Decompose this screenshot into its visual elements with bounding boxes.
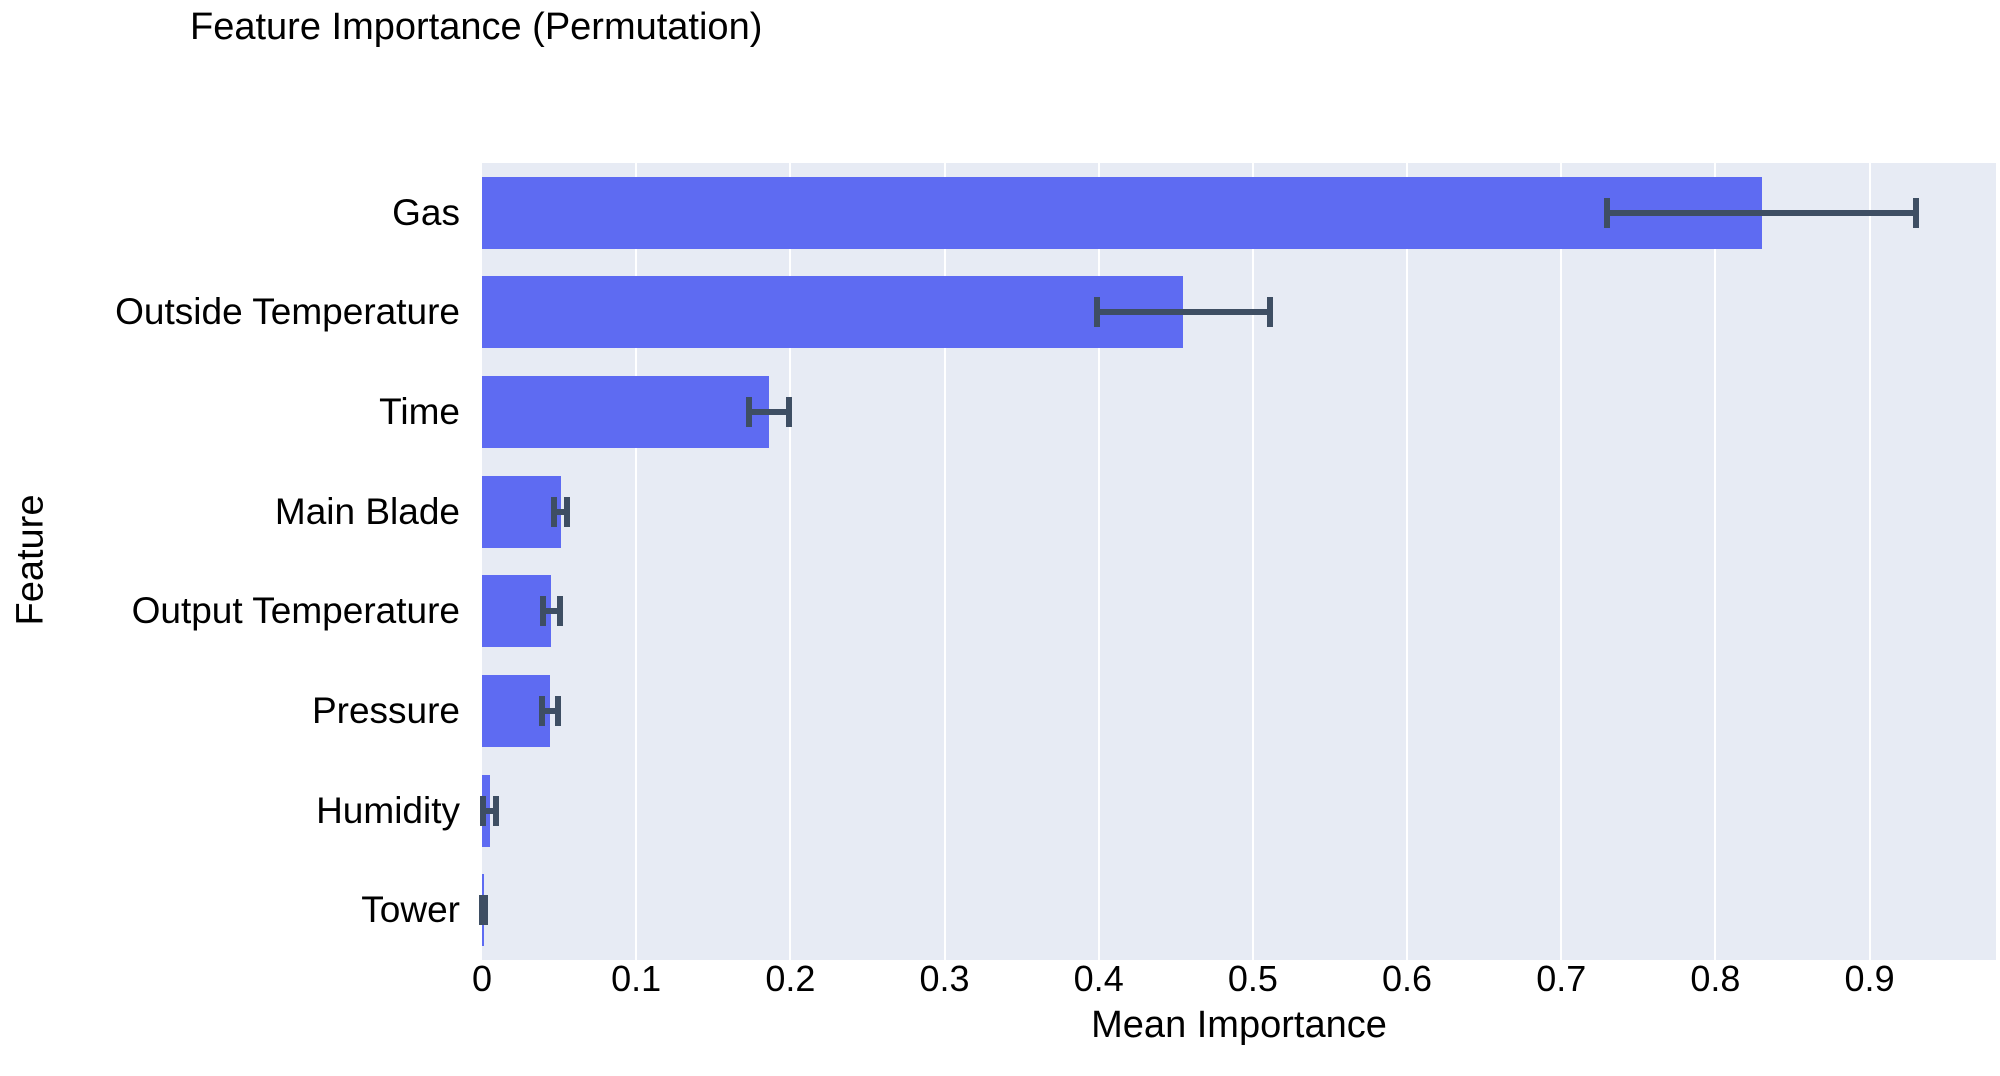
x-tick-label: 0.1 (611, 958, 662, 999)
bar (482, 276, 1184, 349)
error-bar-cap (1094, 297, 1101, 328)
y-axis-label: Feature (9, 494, 52, 626)
gridline (1251, 163, 1254, 960)
y-tick-label: Output Temperature (131, 590, 460, 632)
error-bar-cap (785, 397, 792, 428)
x-axis-label: Mean Importance (1091, 1004, 1387, 1046)
error-bar-cap (1604, 197, 1611, 228)
error-bar-cap (482, 895, 489, 926)
bar (482, 475, 561, 548)
error-bar (541, 707, 558, 714)
error-bar-cap (1912, 197, 1919, 228)
error-bar (748, 409, 789, 416)
y-tick-label: Tower (361, 889, 460, 931)
error-bar-cap (551, 496, 558, 527)
gridline (1560, 163, 1563, 960)
gridline (635, 163, 638, 960)
error-bar-cap (479, 895, 485, 926)
bar (482, 575, 552, 648)
error-bar (482, 807, 497, 814)
error-bar-cap (538, 695, 545, 726)
x-tick-label: 0.5 (1227, 958, 1278, 999)
x-tick-label: 0.3 (919, 958, 970, 999)
gridline (1406, 163, 1409, 960)
error-bar-cap (479, 795, 486, 826)
error-bar (1607, 209, 1916, 216)
error-bar-cap (493, 795, 500, 826)
plot-area (479, 163, 1996, 960)
y-tick-label: Pressure (311, 689, 460, 731)
x-tick-label: 0.9 (1844, 958, 1895, 999)
bar (482, 176, 1762, 249)
error-bar-cap (745, 397, 752, 428)
x-tick-label: 0.2 (765, 958, 816, 999)
error-bar-cap (555, 695, 561, 726)
error-bar-cap (1266, 297, 1273, 328)
gridline (1868, 163, 1871, 960)
bar (482, 674, 550, 747)
y-tick-label: Outside Temperature (115, 291, 460, 333)
y-tick-label: Main Blade (274, 490, 460, 532)
x-tick-label: 0.8 (1690, 958, 1741, 999)
gridline (1097, 163, 1100, 960)
error-bar-cap (563, 496, 570, 527)
gridline (943, 163, 946, 960)
error-bar-cap (539, 596, 546, 627)
y-tick-label: Time (379, 391, 460, 433)
gridline (1714, 163, 1717, 960)
x-tick-label: 0 (471, 958, 493, 999)
error-bar (554, 508, 567, 515)
x-tick-label: 0.4 (1073, 958, 1124, 999)
y-tick-label: Humidity (316, 789, 460, 831)
x-tick-label: 0.6 (1382, 958, 1433, 999)
chart-title: Feature Importance (Permutation) (190, 6, 763, 48)
error-bar-cap (556, 596, 563, 627)
bar (482, 376, 769, 449)
error-bar (542, 608, 560, 615)
x-tick-label: 0.7 (1536, 958, 1587, 999)
gridline (789, 163, 792, 960)
y-tick-label: Gas (392, 191, 460, 233)
error-bar (1097, 309, 1270, 316)
